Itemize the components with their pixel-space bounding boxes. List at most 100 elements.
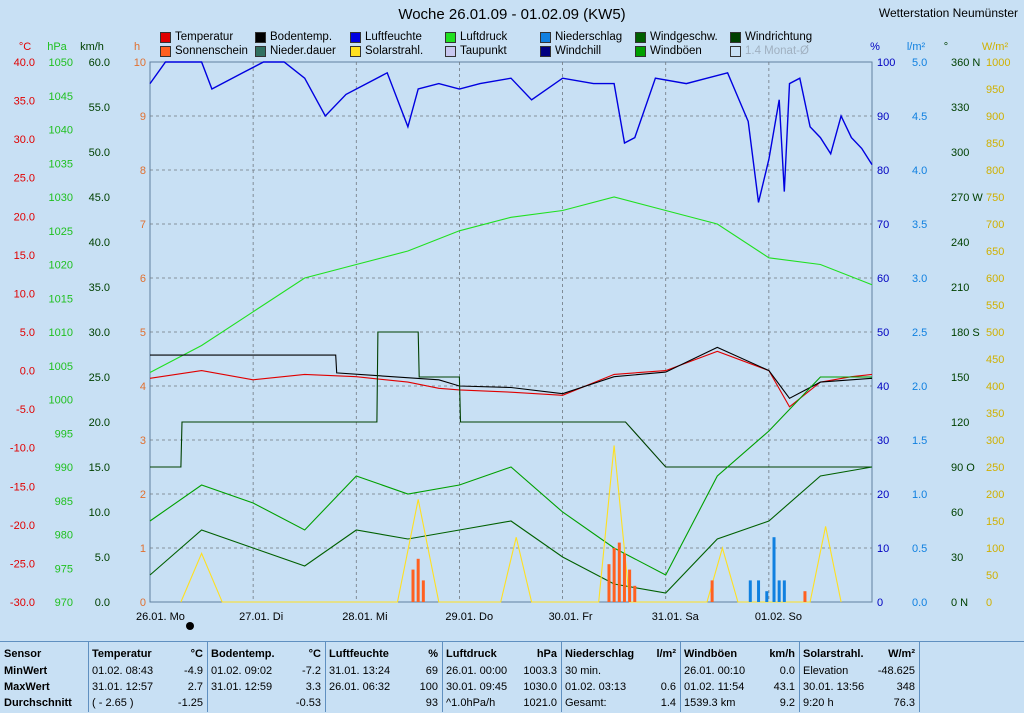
solar-tick-label: 700 [986,219,1004,231]
legend-label: Solarstrahl. [365,45,424,57]
stats-cell-value: 93 [425,697,438,709]
humidity-tick-label: 30 [877,435,889,447]
stats-column: Sensor MinWert MaxWert Durchschnitt [0,641,89,712]
niederschlag-bar [757,580,761,602]
temp-tick-label: 0.0 [20,366,35,378]
sonnenschein-bar [617,542,621,602]
legend-item: 1.4 Monat-Ø [730,45,809,57]
stats-cell-label: 31.01. 12:59 [211,681,273,693]
legend-swatch [350,45,361,57]
direction-tick-label: 360 N [951,57,980,69]
stats-row: 30 min. [565,665,676,681]
temp-tick-label: 20.0 [14,211,35,223]
stats-row: MinWert [4,665,84,681]
niederschlag-bar [777,580,781,602]
legend-item: Solarstrahl. [350,45,423,57]
legend-item: Luftfeuchte [350,31,422,43]
stats-column: Bodentemp. °C 01.02. 09:02 -7.2 31.01. 12:59… [207,641,326,712]
rain-tick-label: 0.0 [912,597,927,609]
wind-tick-label: 15.0 [89,462,110,474]
humidity-unit: % [870,41,880,53]
day-label: 01.02. So [755,611,802,623]
solar-tick-label: 0 [986,597,992,609]
legend-swatch [445,31,456,43]
niederschlag-bar [772,537,776,602]
stats-cell-value: -4.9 [184,665,203,677]
humidity-tick-label: 90 [877,111,889,123]
temp-tick-label: -30.0 [10,597,35,609]
rain-tick-label: 4.5 [912,111,927,123]
stats-row: Elevation -48.625 [803,665,915,681]
stats-row: 31.01. 12:57 2.7 [92,681,203,697]
temp-tick-label: -10.0 [10,443,35,455]
direction-tick-label: 270 W [951,192,983,204]
pressure-tick-label: 1050 [49,57,73,69]
temp-tick-label: 15.0 [14,250,35,262]
stats-cell-value: 1030.0 [523,681,557,693]
stats-cell-value: 2.7 [187,681,203,693]
direction-tick-label: 120 [951,417,969,429]
day-label: 26.01. Mo [136,611,185,623]
rain-tick-label: 3.5 [912,219,927,231]
niederschlag-bar [765,591,769,602]
stats-cell-value: -1.25 [177,697,203,709]
wind-tick-label: 40.0 [89,237,110,249]
stats-unit: hPa [536,648,557,660]
bodentemp--line [150,346,873,400]
legend-label: Windböen [650,45,702,57]
humidity-tick-label: 50 [877,327,889,339]
stats-row: 31.01. 12:59 3.3 [211,681,321,697]
sunshine-tick-label: 4 [140,381,146,393]
legend-swatch [635,45,646,57]
solar-tick-label: 200 [986,489,1004,501]
sonnenschein-bar [633,585,637,602]
stats-cell-label: 30.01. 09:45 [446,681,508,693]
direction-tick-label: 300 [951,147,969,159]
rain-tick-label: 4.0 [912,165,927,177]
sonnenschein-bar [622,553,626,602]
direction-unit: ° [944,41,948,53]
stats-cell-value: 3.3 [305,681,321,693]
sunshine-tick-label: 8 [140,165,146,177]
stats-row: 31.01. 13:24 69 [329,665,438,681]
sonnenschein-bar [421,580,425,602]
solar-tick-label: 1000 [986,57,1010,69]
solar-tick-label: 350 [986,408,1004,420]
direction-tick-label: 180 S [951,327,980,339]
stats-header: Luftfeuchte [329,648,389,660]
stats-cell-value: 0.6 [660,681,676,693]
sonnenschein-bar [612,548,616,602]
stats-cell-label: 01.02. 08:43 [92,665,154,677]
stats-cell-label: 26.01. 06:32 [329,681,391,693]
humidity-tick-label: 100 [877,57,895,69]
stats-column: Luftdruck hPa 26.01. 00:00 1003.3 30.01. 09:… [442,641,562,712]
day-label: 27.01. Di [239,611,283,623]
legend-item: Sonnenschein [160,45,248,57]
stats-row: 26.01. 00:10 0.0 [684,665,795,681]
stats-row: 01.02. 03:13 0.6 [565,681,676,697]
day-label: 30.01. Fr [549,611,593,623]
rain-tick-label: 5.0 [912,57,927,69]
stats-cell-value: 100 [419,681,438,693]
legend-label: Luftdruck [460,31,508,43]
wind-tick-label: 50.0 [89,147,110,159]
direction-tick-label: 150 [951,372,969,384]
stats-cell-label: 26.01. 00:00 [446,665,508,677]
stats-column: Luftfeuchte% 31.01. 13:24 69 26.01. 06:32 10… [325,641,443,712]
stats-header: Sensor [4,648,42,660]
temperatur-line [149,350,873,408]
stats-header: Niederschlag [565,648,635,660]
legend-swatch [350,31,361,43]
sonnenschein-bar [710,580,714,602]
stats-column: Temperatur °C 01.02. 08:43 -4.9 31.01. 12:57… [88,641,208,712]
statistics-table: Sensor MinWert MaxWert Durchschnitt Temperat… [0,641,1024,713]
solar-tick-label: 550 [986,300,1004,312]
stats-cell-value: 76.3 [893,697,915,709]
stats-row: ^1.0hPa/h 1021.0 [446,697,557,713]
legend-label: 1.4 Monat-Ø [745,45,809,57]
pressure-tick-label: 990 [55,462,73,474]
sunshine-tick-label: 1 [140,543,146,555]
direction-tick-label: 240 [951,237,969,249]
day-label: 31.01. Sa [652,611,700,623]
rain-tick-label: 2.5 [912,327,927,339]
